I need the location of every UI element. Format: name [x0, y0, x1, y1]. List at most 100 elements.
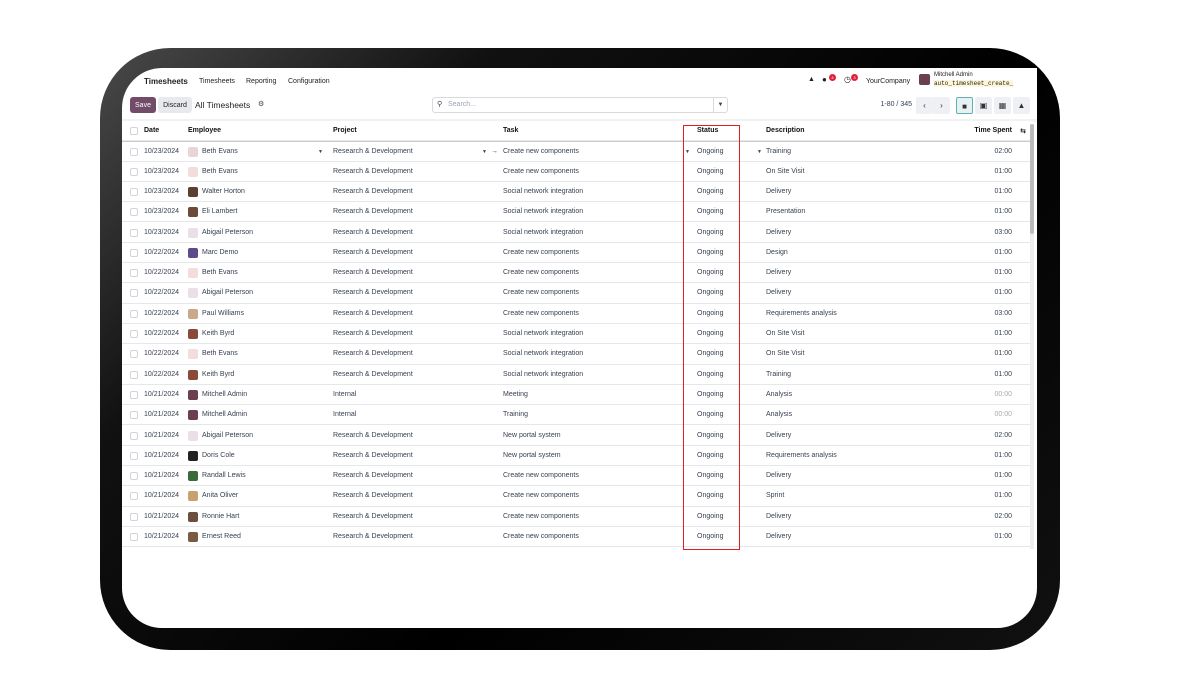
row-checkbox[interactable]: [130, 269, 138, 278]
date-cell[interactable]: 10/22/2024: [144, 309, 180, 317]
description-cell[interactable]: Delivery: [766, 512, 792, 520]
company-name[interactable]: YourCompany: [866, 78, 911, 85]
time-spent-cell[interactable]: 02:00: [994, 431, 1012, 439]
table-row[interactable]: 10/21/2024 Ernest Reed Research & Develo…: [122, 527, 1032, 548]
row-checkbox[interactable]: [130, 390, 138, 399]
task-cell[interactable]: New portal system: [503, 431, 561, 439]
pager-prev-button[interactable]: ‹: [916, 97, 933, 114]
description-cell[interactable]: Delivery: [766, 533, 792, 540]
status-cell[interactable]: Ongoing: [697, 167, 724, 175]
save-button[interactable]: Save: [130, 97, 156, 113]
time-spent-cell[interactable]: 01:00: [994, 330, 1012, 337]
table-row[interactable]: 10/21/2024 Randall Lewis Research & Deve…: [122, 466, 1032, 487]
date-cell[interactable]: 10/22/2024: [144, 370, 180, 378]
status-cell[interactable]: Ongoing: [697, 472, 724, 480]
col-time-spent[interactable]: Time Spent: [974, 127, 1012, 134]
status-cell[interactable]: Ongoing: [697, 431, 724, 439]
user-name[interactable]: Mitchell Admin: [934, 72, 973, 78]
table-row[interactable]: 10/23/2024 Beth Evans Research & Develop…: [122, 141, 1032, 162]
description-cell[interactable]: Analysis: [766, 390, 793, 398]
description-cell[interactable]: Training: [766, 370, 792, 378]
description-cell[interactable]: Sprint: [766, 492, 785, 500]
table-row[interactable]: 10/22/2024 Paul Williams Research & Deve…: [122, 304, 1032, 324]
pager-next-button[interactable]: ›: [933, 97, 950, 114]
project-link-arrow-icon[interactable]: →: [491, 148, 498, 156]
employee-cell[interactable]: Abigail Peterson: [202, 431, 253, 439]
row-checkbox[interactable]: [130, 431, 138, 440]
employee-cell[interactable]: Walter Horton: [202, 187, 245, 195]
time-spent-cell[interactable]: 01:00: [994, 492, 1012, 500]
project-cell[interactable]: Research & Development: [333, 309, 413, 317]
date-cell[interactable]: 10/22/2024: [144, 330, 180, 337]
scrollbar[interactable]: [1030, 124, 1034, 549]
table-row[interactable]: 10/22/2024 Marc Demo Research & Developm…: [122, 243, 1032, 264]
task-cell[interactable]: Social network integration: [503, 228, 584, 236]
task-cell[interactable]: Social network integration: [503, 370, 584, 378]
date-cell[interactable]: 10/21/2024: [144, 492, 180, 500]
description-cell[interactable]: Delivery: [766, 289, 792, 297]
status-cell[interactable]: Ongoing: [697, 390, 724, 398]
project-cell[interactable]: Research & Development: [333, 533, 413, 540]
date-cell[interactable]: 10/22/2024: [144, 350, 180, 358]
date-cell[interactable]: 10/21/2024: [144, 533, 180, 540]
status-cell[interactable]: Ongoing: [697, 451, 724, 459]
app-name[interactable]: Timesheets: [144, 77, 188, 86]
description-cell[interactable]: Delivery: [766, 472, 792, 480]
time-spent-cell[interactable]: 01:00: [994, 187, 1012, 195]
project-cell[interactable]: Research & Development: [333, 248, 413, 256]
task-cell[interactable]: Create new components: [503, 248, 579, 256]
list-view-icon[interactable]: ■: [956, 97, 973, 114]
project-cell[interactable]: Research & Development: [333, 512, 413, 520]
project-cell[interactable]: Research & Development: [333, 289, 413, 297]
date-cell[interactable]: 10/23/2024: [144, 167, 180, 175]
description-cell[interactable]: On Site Visit: [766, 167, 805, 175]
status-cell[interactable]: Ongoing: [697, 248, 724, 256]
employee-cell[interactable]: Eli Lambert: [202, 208, 238, 216]
status-cell[interactable]: Ongoing: [697, 350, 724, 358]
employee-cell[interactable]: Anita Oliver: [202, 492, 239, 500]
status-cell[interactable]: Ongoing: [697, 370, 724, 378]
row-checkbox[interactable]: [130, 208, 138, 217]
employee-cell[interactable]: Doris Cole: [202, 451, 235, 459]
description-cell[interactable]: Requirements analysis: [766, 451, 837, 459]
chat-icon[interactable]: ●: [822, 75, 827, 84]
description-cell[interactable]: Training: [766, 148, 792, 156]
row-checkbox[interactable]: [130, 309, 138, 318]
row-checkbox[interactable]: [130, 492, 138, 501]
status-cell[interactable]: Ongoing: [697, 512, 724, 520]
employee-cell[interactable]: Keith Byrd: [202, 370, 235, 378]
employee-cell[interactable]: Beth Evans: [202, 148, 238, 156]
employee-cell[interactable]: Mitchell Admin: [202, 411, 248, 419]
project-cell[interactable]: Research & Development: [333, 350, 413, 358]
date-cell[interactable]: 10/23/2024: [144, 148, 180, 156]
row-checkbox[interactable]: [130, 248, 138, 257]
table-row[interactable]: 10/23/2024 Walter Horton Research & Deve…: [122, 182, 1032, 203]
description-cell[interactable]: Analysis: [766, 411, 793, 419]
status-cell[interactable]: Ongoing: [697, 492, 724, 500]
bug-icon[interactable]: ▲: [808, 76, 815, 83]
status-cell[interactable]: Ongoing: [697, 208, 724, 216]
table-row[interactable]: 10/22/2024 Beth Evans Research & Develop…: [122, 344, 1032, 365]
row-checkbox[interactable]: [130, 148, 138, 157]
search-options-toggle[interactable]: ▼: [713, 98, 727, 112]
status-cell[interactable]: Ongoing: [697, 269, 724, 277]
task-cell[interactable]: Social network integration: [503, 350, 584, 358]
project-cell[interactable]: Research & Development: [333, 148, 413, 156]
status-cell[interactable]: Ongoing: [697, 330, 724, 337]
employee-cell[interactable]: Ernest Reed: [202, 533, 241, 540]
description-cell[interactable]: Delivery: [766, 269, 792, 277]
table-row[interactable]: 10/21/2024 Anita Oliver Research & Devel…: [122, 486, 1032, 507]
row-checkbox[interactable]: [130, 350, 138, 359]
status-cell[interactable]: Ongoing: [697, 289, 724, 297]
gear-icon[interactable]: ⚙: [258, 101, 265, 108]
col-task[interactable]: Task: [503, 127, 519, 134]
task-cell[interactable]: Create new components: [503, 167, 579, 175]
project-cell[interactable]: Research & Development: [333, 330, 413, 337]
task-cell[interactable]: Meeting: [503, 390, 528, 398]
row-checkbox[interactable]: [130, 472, 138, 481]
employee-cell[interactable]: Beth Evans: [202, 350, 238, 358]
description-cell[interactable]: On Site Visit: [766, 350, 805, 358]
employee-cell[interactable]: Abigail Peterson: [202, 228, 253, 236]
date-cell[interactable]: 10/23/2024: [144, 228, 180, 236]
date-cell[interactable]: 10/22/2024: [144, 269, 180, 277]
